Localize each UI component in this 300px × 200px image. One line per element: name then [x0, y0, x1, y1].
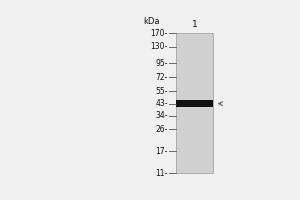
Text: 72-: 72-	[155, 73, 168, 82]
Text: 55-: 55-	[155, 87, 168, 96]
Bar	[176, 33, 213, 173]
Text: 43-: 43-	[155, 99, 168, 108]
Bar	[176, 100, 213, 107]
Text: 130-: 130-	[151, 42, 168, 51]
Text: 95-: 95-	[155, 59, 168, 68]
Text: 170-: 170-	[151, 29, 168, 38]
Text: 17-: 17-	[155, 147, 168, 156]
Text: 26-: 26-	[155, 125, 168, 134]
Text: 34-: 34-	[155, 111, 168, 120]
Text: kDa: kDa	[143, 17, 160, 26]
Text: 11-: 11-	[155, 169, 168, 178]
Text: 1: 1	[192, 20, 197, 29]
